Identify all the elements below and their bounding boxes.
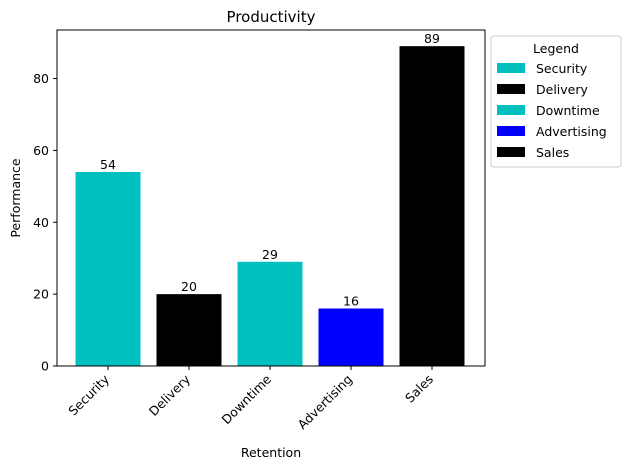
legend-label-advertising: Advertising bbox=[536, 124, 607, 139]
y-axis: 0 20 40 60 80 bbox=[33, 71, 57, 374]
plot-frame bbox=[56, 29, 486, 367]
bar-advertising bbox=[318, 308, 384, 366]
chart-title: Productivity bbox=[227, 8, 316, 26]
legend-swatch-downtime bbox=[497, 105, 525, 115]
legend-swatch-advertising bbox=[497, 126, 525, 136]
y-tick-label: 80 bbox=[33, 71, 49, 86]
x-axis: Security Delivery Downtime Advertising Sales bbox=[65, 366, 436, 432]
legend-label-downtime: Downtime bbox=[536, 103, 600, 118]
legend-label-sales: Sales bbox=[536, 145, 569, 160]
data-label-sales: 89 bbox=[424, 31, 440, 46]
x-tick-label: Sales bbox=[402, 372, 436, 406]
data-label-advertising: 16 bbox=[343, 294, 359, 309]
data-labels-group: 54 20 29 16 89 bbox=[100, 31, 440, 308]
legend-swatch-sales bbox=[497, 147, 525, 157]
x-tick-label: Advertising bbox=[295, 372, 356, 433]
y-tick-label: 40 bbox=[33, 215, 49, 230]
legend-entries: Security Delivery Downtime Advertising Sales bbox=[497, 61, 607, 160]
legend-label-security: Security bbox=[536, 61, 588, 76]
y-tick-label: 20 bbox=[33, 287, 49, 302]
bar-delivery bbox=[156, 294, 222, 366]
y-tick-label: 60 bbox=[33, 143, 49, 158]
x-tick-label: Security bbox=[65, 371, 112, 418]
bar-security bbox=[75, 171, 141, 366]
y-tick-label: 0 bbox=[41, 359, 49, 374]
legend-swatch-delivery bbox=[497, 84, 525, 94]
data-label-downtime: 29 bbox=[262, 247, 278, 262]
legend-label-delivery: Delivery bbox=[536, 82, 588, 97]
y-axis-label: Performance bbox=[8, 158, 23, 238]
bars-group bbox=[75, 46, 465, 367]
bar-downtime bbox=[237, 261, 303, 366]
legend-title: Legend bbox=[533, 41, 579, 56]
legend-swatch-security bbox=[497, 63, 525, 73]
x-axis-label: Retention bbox=[241, 445, 301, 460]
data-label-security: 54 bbox=[100, 157, 116, 172]
x-tick-label: Downtime bbox=[218, 371, 274, 427]
data-label-delivery: 20 bbox=[181, 279, 197, 294]
x-tick-label: Delivery bbox=[146, 371, 194, 419]
bar-sales bbox=[399, 46, 465, 367]
legend: Legend Security Delivery Downtime Advertisi… bbox=[490, 35, 622, 168]
